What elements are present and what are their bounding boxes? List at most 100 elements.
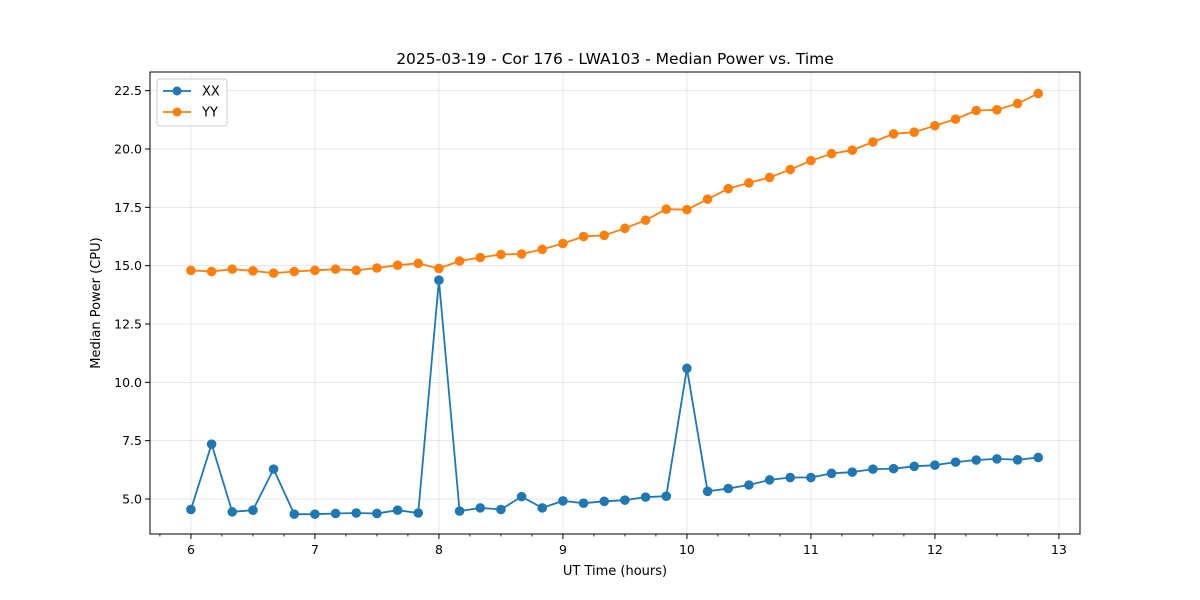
- data-point-xx: [392, 505, 403, 515]
- data-point-xx: [248, 505, 258, 515]
- legend: XX YY: [156, 78, 228, 127]
- data-point-yy: [785, 164, 796, 175]
- data-point-xx: [847, 467, 858, 477]
- data-point-yy: [496, 249, 506, 260]
- data-point-yy: [682, 204, 692, 215]
- legend-label-xx: XX: [202, 85, 220, 100]
- data-point-yy: [868, 137, 878, 147]
- data-point-yy: [930, 120, 940, 131]
- x-tick-label: 6: [187, 542, 195, 557]
- data-point-xx: [992, 454, 1002, 464]
- data-point-xx: [682, 363, 692, 374]
- data-point-xx: [1012, 455, 1023, 465]
- legend-marker-xx: [172, 86, 182, 96]
- data-point-yy: [186, 265, 196, 276]
- data-point-xx: [558, 496, 568, 506]
- data-point-yy: [764, 172, 775, 183]
- data-point-yy: [227, 264, 238, 274]
- data-point-xx: [475, 503, 486, 513]
- data-point-yy: [413, 258, 424, 269]
- x-tick-label: 8: [435, 542, 443, 557]
- data-point-yy: [206, 266, 217, 277]
- data-point-xx: [372, 508, 382, 519]
- data-point-xx: [930, 460, 940, 470]
- data-point-yy: [620, 223, 630, 234]
- x-axis: 6 7 8 9 10 11 12 13: [159, 534, 1067, 557]
- x-tick-label: 10: [679, 542, 695, 557]
- data-point-yy: [454, 256, 465, 266]
- data-point-yy: [909, 127, 920, 137]
- data-point-yy: [248, 266, 258, 276]
- data-point-xx: [351, 508, 362, 518]
- data-point-yy: [310, 265, 320, 276]
- data-point-xx: [640, 492, 651, 502]
- data-point-xx: [661, 491, 672, 502]
- data-point-yy: [351, 265, 362, 276]
- y-axis-label: Median Power (CPU): [89, 237, 104, 368]
- series-yy: [186, 88, 1044, 278]
- data-point-xx: [537, 503, 548, 513]
- data-point-yy: [372, 263, 382, 273]
- plot-frame: [149, 71, 1081, 535]
- y-axis: 5.0 7.5 10.0 12.5 15.0 17.5 20.0 22.5: [114, 83, 150, 507]
- y-tick-label: 17.5: [114, 200, 142, 215]
- data-point-xx: [454, 506, 465, 516]
- data-point-xx: [289, 509, 300, 519]
- y-tick-label: 10.0: [114, 375, 142, 390]
- y-tick-label: 7.5: [122, 433, 142, 448]
- data-point-xx: [1033, 452, 1044, 463]
- data-point-xx: [971, 455, 982, 465]
- grid-lines: [150, 72, 1080, 534]
- y-tick-label: 5.0: [122, 492, 142, 507]
- data-point-yy: [702, 194, 713, 204]
- data-point-xx: [413, 508, 424, 518]
- x-tick-label: 13: [1051, 542, 1067, 557]
- data-point-yy: [950, 114, 961, 124]
- data-point-yy: [826, 148, 837, 159]
- data-point-xx: [909, 461, 920, 472]
- y-tick-label: 15.0: [114, 258, 142, 273]
- data-point-yy: [599, 230, 610, 241]
- data-point-yy: [806, 155, 816, 166]
- y-tick-label: 12.5: [114, 317, 142, 332]
- data-point-xx: [826, 468, 837, 479]
- x-tick-label: 12: [927, 542, 943, 557]
- data-point-xx: [206, 439, 217, 449]
- data-point-xx: [434, 275, 444, 285]
- data-point-yy: [558, 238, 568, 249]
- x-tick-label: 9: [559, 542, 567, 557]
- data-point-yy: [330, 264, 341, 274]
- series-xx: [186, 275, 1044, 519]
- x-tick-label: 11: [803, 542, 819, 557]
- data-point-yy: [971, 105, 982, 116]
- data-point-xx: [806, 472, 816, 483]
- chart-title: 2025-03-19 - Cor 176 - LWA103 - Median P…: [396, 50, 834, 68]
- y-tick-label: 20.0: [114, 142, 142, 157]
- data-point-yy: [847, 145, 858, 155]
- data-point-yy: [1033, 88, 1044, 99]
- data-point-xx: [268, 464, 279, 474]
- data-point-xx: [785, 472, 796, 483]
- data-point-yy: [992, 105, 1002, 115]
- data-point-xx: [744, 480, 754, 490]
- x-axis-label: UT Time (hours): [563, 564, 667, 579]
- data-point-yy: [888, 129, 899, 139]
- data-point-xx: [764, 475, 775, 485]
- x-tick-label: 7: [311, 542, 319, 557]
- data-point-xx: [578, 498, 589, 509]
- data-point-xx: [868, 464, 878, 474]
- data-point-yy: [1012, 98, 1023, 109]
- data-point-yy: [578, 231, 589, 242]
- data-point-yy: [661, 204, 672, 214]
- data-point-xx: [950, 457, 961, 467]
- plot-series: [186, 88, 1044, 519]
- legend-marker-yy: [172, 107, 182, 117]
- data-point-yy: [723, 183, 734, 194]
- data-point-xx: [496, 504, 506, 515]
- y-tick-label: 22.5: [114, 83, 142, 98]
- data-point-xx: [702, 486, 713, 497]
- data-point-yy: [289, 266, 300, 277]
- data-point-xx: [330, 508, 341, 519]
- data-point-yy: [475, 252, 486, 263]
